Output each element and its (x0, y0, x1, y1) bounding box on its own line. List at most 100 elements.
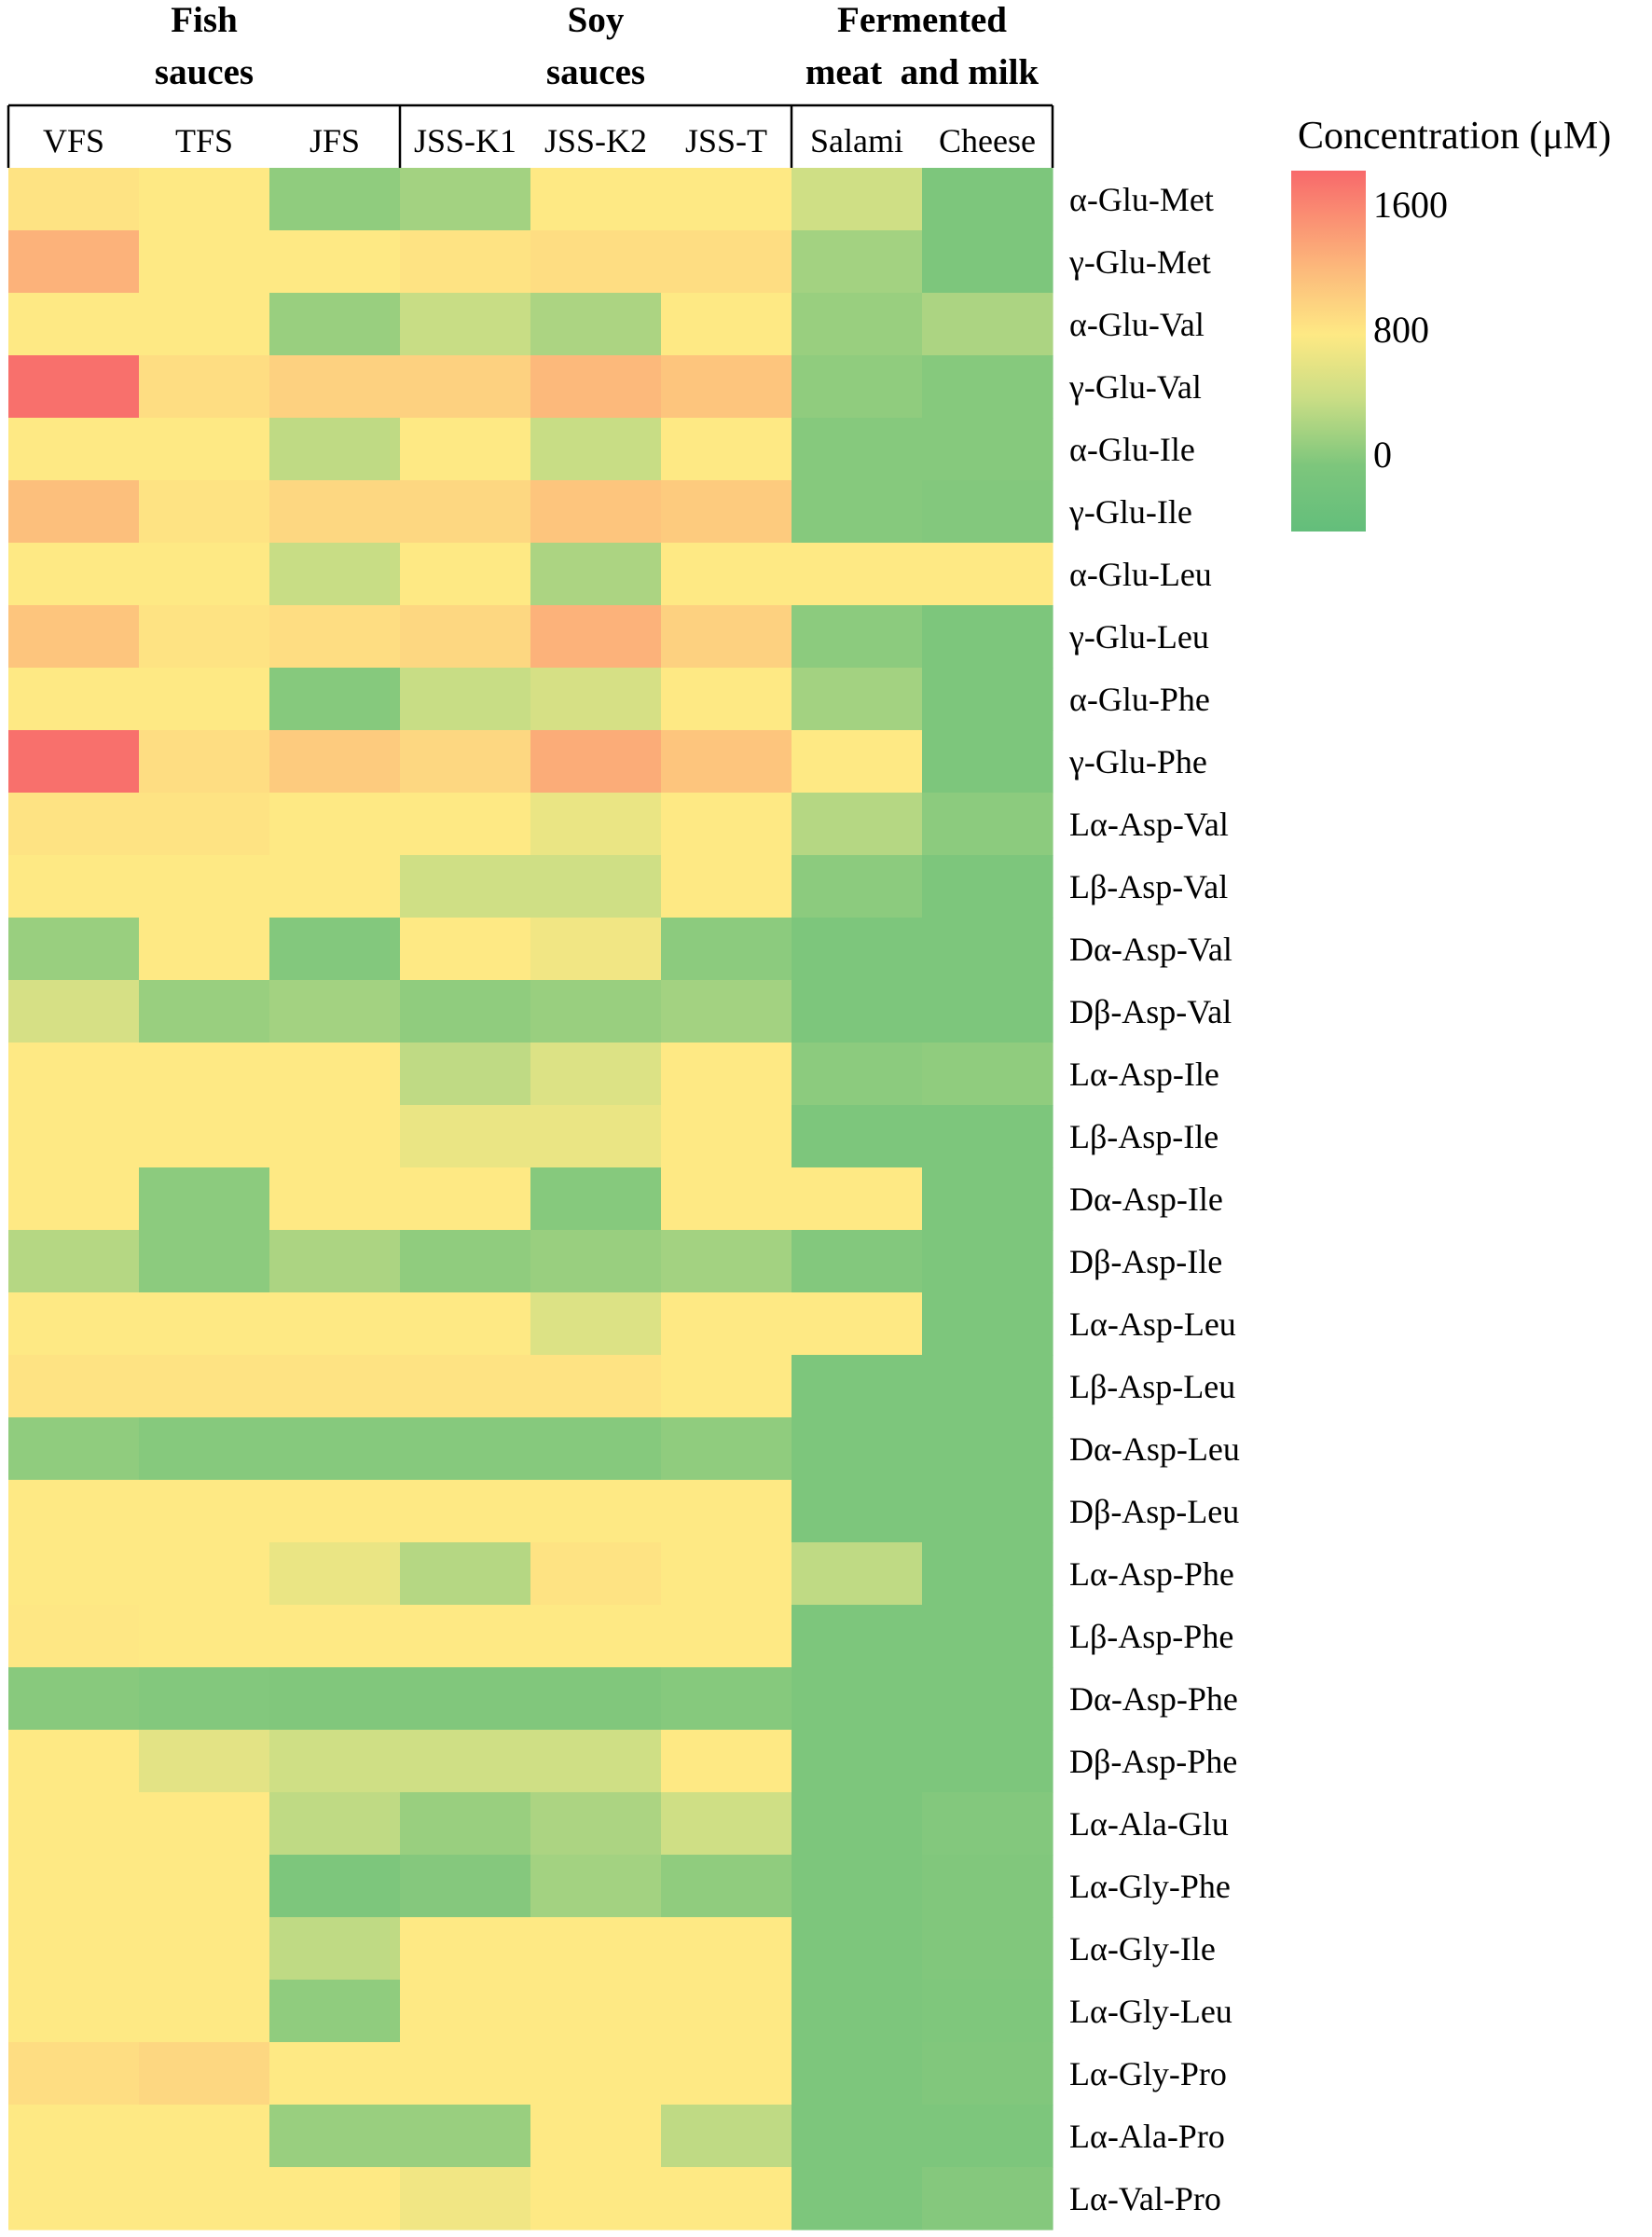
heatmap-cell-jss-k1-3 (400, 355, 531, 419)
row-label-18: Lα-Asp-Leu (1069, 1305, 1236, 1343)
heatmap-cell-jss-k2-22 (530, 1542, 662, 1606)
heatmap-cell-cheese-28 (922, 1917, 1053, 1981)
heatmap-cell-jss-t-10 (661, 793, 792, 856)
heatmap-cell-jss-k2-14 (530, 1043, 662, 1106)
heatmap-cell-tfs-11 (139, 855, 270, 918)
heatmap-cell-jss-k2-12 (530, 918, 662, 981)
heatmap-cell-jss-t-14 (661, 1043, 792, 1106)
heatmap-cell-cheese-24 (922, 1667, 1053, 1731)
column-label-cheese: Cheese (939, 122, 1036, 159)
heatmap-cell-jfs-1 (269, 230, 401, 294)
heatmap-cell-jss-t-4 (661, 418, 792, 481)
row-label-16: Dα-Asp-Ile (1069, 1181, 1223, 1218)
heatmap-cell-jss-k1-9 (400, 730, 531, 794)
heatmap-cell-vfs-23 (8, 1605, 140, 1668)
heatmap-cell-jss-k2-26 (530, 1792, 662, 1856)
column-label-salami: Salami (810, 122, 903, 159)
group-label-0-line-0: Fish (171, 0, 238, 40)
row-label-23: Lβ-Asp-Phe (1069, 1618, 1234, 1655)
legend-tick-1600: 1600 (1373, 184, 1448, 226)
heatmap-cell-jfs-11 (269, 855, 401, 918)
heatmap-cell-salami-11 (792, 855, 923, 918)
heatmap-cell-cheese-9 (922, 730, 1053, 794)
heatmap-cell-tfs-2 (139, 293, 270, 356)
legend-title: Concentration (μM) (1298, 115, 1612, 158)
heatmap-cell-salami-24 (792, 1667, 923, 1731)
heatmap-cell-cheese-30 (922, 2042, 1053, 2106)
heatmap-cell-vfs-13 (8, 980, 140, 1043)
group-label-2-line-1: meat and milk (805, 52, 1039, 92)
heatmap-cell-tfs-21 (139, 1480, 270, 1543)
column-label-jss-t: JSS-T (684, 122, 768, 159)
heatmap-cell-jfs-27 (269, 1855, 401, 1918)
heatmap-cell-tfs-7 (139, 605, 270, 669)
column-header-frame (7, 104, 1054, 168)
row-label-22: Lα-Asp-Phe (1069, 1555, 1234, 1593)
heatmap-cell-jss-t-9 (661, 730, 792, 794)
heatmap-cell-jss-k1-27 (400, 1855, 531, 1918)
heatmap-cell-jss-k2-16 (530, 1167, 662, 1231)
heatmap-cell-jss-k2-8 (530, 668, 662, 731)
heatmap-cell-jfs-18 (269, 1292, 401, 1356)
heatmap-cell-cheese-0 (922, 168, 1053, 231)
row-label-1: γ-Glu-Met (1069, 243, 1211, 281)
heatmap-cell-cheese-5 (922, 480, 1053, 544)
heatmap-cell-cheese-3 (922, 355, 1053, 419)
heatmap-cell-jss-k2-32 (530, 2167, 662, 2230)
row-label-15: Lβ-Asp-Ile (1069, 1118, 1219, 1155)
heatmap-cell-jss-t-17 (661, 1230, 792, 1293)
heatmap-cell-jss-t-12 (661, 918, 792, 981)
row-label-13: Dβ-Asp-Val (1069, 993, 1232, 1030)
heatmap-cell-vfs-27 (8, 1855, 140, 1918)
heatmap-cell-jss-k1-26 (400, 1792, 531, 1856)
heatmap-cell-cheese-31 (922, 2105, 1053, 2168)
heatmap-cell-salami-3 (792, 355, 923, 419)
heatmap-cell-jfs-2 (269, 293, 401, 356)
heatmap-cell-salami-32 (792, 2167, 923, 2230)
heatmap-cell-jss-k1-14 (400, 1043, 531, 1106)
heatmap-cell-vfs-2 (8, 293, 140, 356)
heatmap-cell-salami-16 (792, 1167, 923, 1231)
heatmap-cell-salami-6 (792, 543, 923, 606)
heatmap-cell-salami-7 (792, 605, 923, 669)
heatmap-cell-jfs-28 (269, 1917, 401, 1981)
heatmap-cell-jss-t-2 (661, 293, 792, 356)
row-label-6: α-Glu-Leu (1069, 556, 1212, 593)
row-label-3: γ-Glu-Val (1069, 368, 1202, 406)
heatmap-cell-jss-k2-6 (530, 543, 662, 606)
heatmap-cell-jfs-20 (269, 1417, 401, 1481)
heatmap-cell-jfs-31 (269, 2105, 401, 2168)
heatmap-cell-jss-t-5 (661, 480, 792, 544)
heatmap-cell-jss-k1-5 (400, 480, 531, 544)
heatmap-cell-vfs-8 (8, 668, 140, 731)
column-label-vfs: VFS (42, 122, 105, 159)
heatmap-cell-cheese-32 (922, 2167, 1053, 2230)
heatmap-cell-tfs-29 (139, 1980, 270, 2043)
heatmap-cell-jss-k2-13 (530, 980, 662, 1043)
heatmap-cell-vfs-5 (8, 480, 140, 544)
heatmap-cell-jss-t-6 (661, 543, 792, 606)
heatmap-cell-salami-2 (792, 293, 923, 356)
heatmap-cell-tfs-17 (139, 1230, 270, 1293)
heatmap-cell-jfs-10 (269, 793, 401, 856)
row-label-7: γ-Glu-Leu (1069, 618, 1209, 656)
heatmap-cell-tfs-30 (139, 2042, 270, 2106)
heatmap-cell-jfs-14 (269, 1043, 401, 1106)
heatmap-cell-jfs-8 (269, 668, 401, 731)
heatmap-cell-salami-23 (792, 1605, 923, 1668)
heatmap-cell-jfs-32 (269, 2167, 401, 2230)
heatmap-cell-tfs-15 (139, 1105, 270, 1168)
heatmap-cell-jss-k2-24 (530, 1667, 662, 1731)
heatmap-cell-jss-k2-29 (530, 1980, 662, 2043)
heatmap-cell-tfs-22 (139, 1542, 270, 1606)
row-label-14: Lα-Asp-Ile (1069, 1056, 1219, 1093)
heatmap-cell-cheese-12 (922, 918, 1053, 981)
heatmap-cell-vfs-4 (8, 418, 140, 481)
heatmap-cell-tfs-16 (139, 1167, 270, 1231)
row-label-0: α-Glu-Met (1069, 181, 1214, 218)
heatmap-cell-cheese-27 (922, 1855, 1053, 1918)
heatmap-cell-jss-k2-7 (530, 605, 662, 669)
heatmap-cells (8, 168, 1053, 2230)
heatmap-cell-jss-k1-10 (400, 793, 531, 856)
heatmap-cell-tfs-13 (139, 980, 270, 1043)
